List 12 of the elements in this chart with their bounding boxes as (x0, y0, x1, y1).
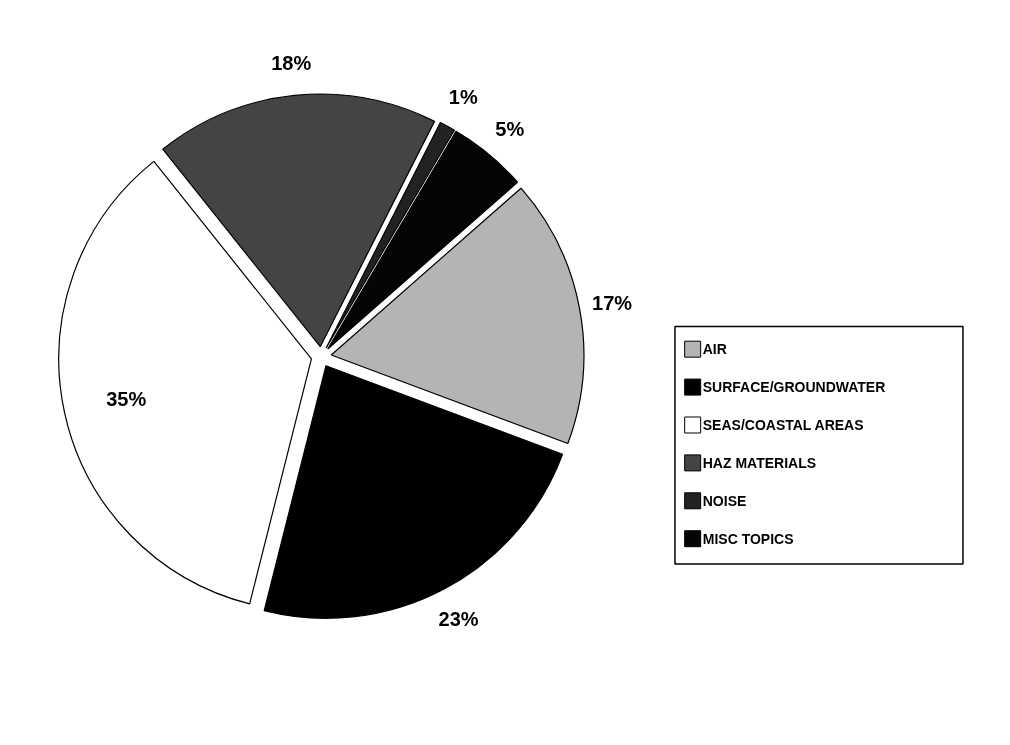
legend-label: SURFACE/GROUNDWATER (702, 379, 886, 396)
legend-label: HAZ MATERIALS (702, 454, 817, 471)
data-label: 17% (592, 292, 633, 315)
data-label: 35% (106, 387, 147, 410)
data-label: 18% (271, 51, 312, 74)
legend-label: AIR (702, 341, 727, 358)
data-label: 23% (438, 607, 479, 630)
legend-label: SEAS/COASTAL AREAS (702, 416, 864, 433)
data-label: 1% (448, 86, 478, 109)
data-label: 5% (495, 117, 525, 140)
legend-label: MISC TOPICS (702, 530, 794, 547)
legend-label: NOISE (702, 492, 747, 509)
